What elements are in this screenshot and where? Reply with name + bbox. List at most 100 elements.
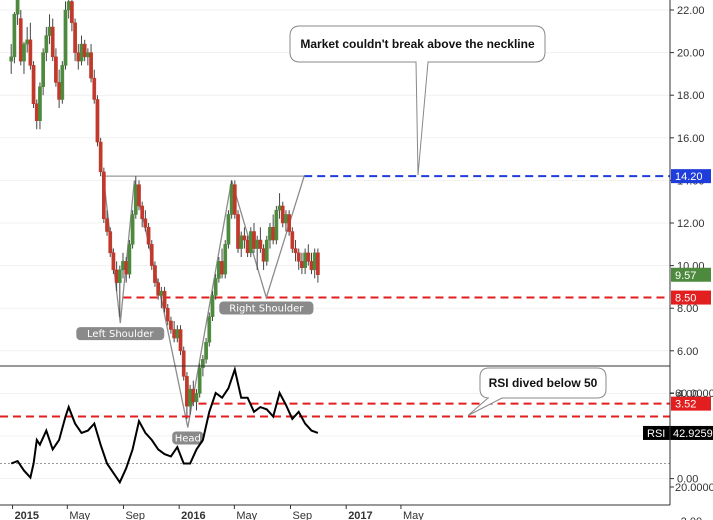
candle-body: [108, 231, 113, 254]
candle-body: [117, 269, 122, 283]
rsi-tag-value: 42.9259: [673, 428, 713, 440]
candle-body: [232, 184, 237, 215]
candle-body: [316, 252, 320, 276]
pattern-label-text: Right Shoulder: [229, 304, 304, 315]
candle-body: [22, 43, 26, 62]
candle-body: [210, 295, 215, 317]
candle-body: [258, 239, 263, 249]
time-axis-tick-label: Sep: [293, 510, 313, 520]
rsi-callout-bubble: [467, 367, 607, 416]
price-axis-tick-label: 12.00: [677, 218, 705, 230]
candle-body: [140, 205, 145, 219]
candle-body: [293, 248, 298, 254]
candle-body: [312, 252, 317, 271]
candle-body: [114, 269, 119, 283]
candle-body: [178, 329, 183, 352]
candle-body: [98, 141, 103, 173]
candle-body: [146, 227, 151, 245]
time-axis-tick-label: May: [403, 510, 424, 520]
rsi-panel: 20.0000 60.0000 RSI 42.9259 RSI dived bel…: [0, 365, 713, 494]
candle-body: [28, 39, 33, 66]
candle-body: [223, 244, 228, 275]
candle-body: [226, 214, 231, 245]
price-axis-tick-label: 6.00: [677, 346, 698, 358]
candle-body: [89, 52, 93, 79]
candle-body: [105, 218, 109, 232]
time-axis-tick-label: 2015: [15, 510, 39, 520]
candle-body: [252, 231, 256, 249]
candle-body: [217, 261, 221, 279]
candle-body: [300, 261, 304, 268]
candle-body: [220, 261, 224, 275]
candle-body: [245, 239, 250, 254]
price-axis-tick-label: 0.00: [677, 474, 698, 486]
candle-body: [261, 248, 266, 262]
candle-body: [73, 22, 77, 53]
candle-body: [76, 52, 81, 62]
time-axis-tick-label: May: [69, 510, 90, 520]
candle-body: [44, 35, 49, 53]
pattern-label-text: Left Shoulder: [87, 329, 154, 340]
candle-body: [248, 231, 253, 254]
price-axis-tick-label: 20.00: [677, 48, 705, 60]
candle-body: [111, 252, 116, 271]
candle-body: [290, 231, 295, 249]
time-axis-tick-label: May: [236, 510, 257, 520]
candle-body: [201, 359, 205, 369]
rsi-reference-lines: [0, 415, 670, 464]
level-tag-background: [671, 396, 711, 411]
candle-body: [204, 342, 208, 360]
candle-body: [34, 103, 39, 122]
candle-body: [9, 56, 14, 62]
candle-body: [236, 214, 240, 249]
candle-body: [277, 205, 282, 211]
candle-body: [101, 171, 106, 219]
level-tag-label: 14.20: [675, 171, 703, 183]
candle-body: [38, 86, 42, 122]
price-axis: -2.000.002.004.006.008.0010.0012.0014.00…: [670, 5, 705, 520]
rsi-line: [10, 365, 319, 485]
price-levels: [123, 175, 670, 405]
candle-body: [137, 184, 141, 207]
candle-body: [57, 82, 61, 100]
candle-body: [156, 282, 161, 296]
candle-body: [12, 14, 17, 58]
pattern-labels: Left Shoulder Head Right Shoulder: [76, 301, 314, 445]
candle-body: [47, 26, 52, 36]
price-axis-tick-label: 16.00: [677, 133, 705, 145]
rsi-axis-tick-label: 60.0000: [675, 388, 713, 400]
level-tag-label: 9.57: [675, 270, 696, 282]
candle-body: [271, 227, 276, 241]
pattern-label-background: [219, 301, 314, 315]
candle-body: [287, 214, 291, 232]
price-axis-tick-label: 8.00: [677, 303, 698, 315]
candle-body: [162, 290, 167, 309]
candle-body: [175, 329, 180, 339]
candle-body: [127, 244, 132, 275]
rsi-tag-background: [643, 425, 713, 440]
candle-body: [86, 52, 90, 58]
candle-body: [264, 239, 269, 262]
candle-body: [242, 235, 247, 241]
candle-body: [197, 367, 202, 394]
candle-body: [165, 307, 170, 322]
candle-body: [280, 205, 285, 224]
candle-body: [153, 265, 157, 283]
candle-body: [169, 320, 173, 330]
price-callout-text: Market couldn't break above the neckline: [300, 37, 535, 51]
candle-body: [207, 316, 212, 343]
price-callout: Market couldn't break above the neckline: [289, 25, 546, 176]
rsi-tag-name: RSI: [647, 428, 665, 440]
candle-body: [274, 209, 279, 241]
rsi-callout: RSI dived below 50: [467, 367, 607, 416]
rsi-value-tag: RSI 42.9259: [643, 425, 713, 440]
candle-body: [79, 43, 84, 62]
pattern-label-background: [76, 327, 165, 341]
rsi-axis: 20.0000 60.0000: [670, 388, 713, 494]
candle-body: [50, 26, 55, 58]
candle-body: [95, 99, 100, 143]
candle-body: [296, 252, 301, 262]
candle-body: [25, 39, 30, 45]
